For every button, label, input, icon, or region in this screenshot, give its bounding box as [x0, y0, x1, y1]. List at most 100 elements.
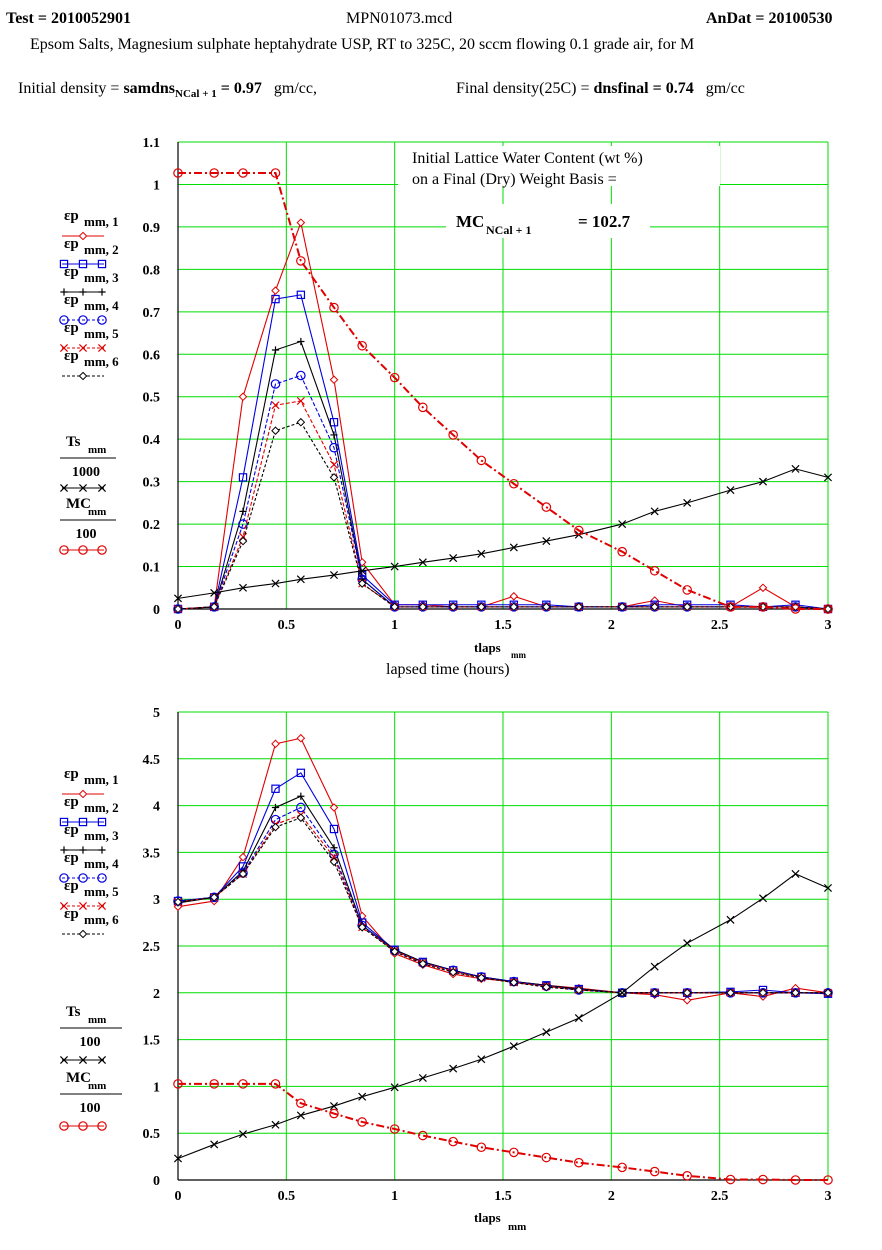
chart-1: 0 0.5 1 1.5 2 2.5 3 0 0.1 0.2 0.3 0.4 0.5 0.6 0.7 0.8 0.…	[143, 136, 833, 633]
chart2-series-8-point	[329, 1108, 339, 1119]
legend1-sample-marker	[59, 483, 69, 493]
chart1-series-7-point	[296, 575, 305, 584]
chart2-xtick-label: 1	[391, 1189, 398, 1204]
annotation-mc-sub: NCal + 1	[486, 223, 532, 237]
legend2-label: εp	[64, 906, 79, 922]
chart1-series-2-point	[271, 294, 280, 304]
chart1-series-6-point	[357, 579, 367, 588]
chart2-series-6-point	[448, 967, 458, 977]
chart1-series-7-point	[791, 464, 800, 473]
chart2-series-1-point	[238, 852, 248, 862]
chart1-series-4-point	[296, 370, 306, 381]
chart1-series-8-point	[509, 478, 519, 489]
chart1-series-8-point	[209, 168, 219, 178]
chart2-xtick-label: 2	[608, 1189, 615, 1204]
chart2-ytick-label: 4.5	[143, 753, 161, 768]
legend1-sub: mm, 6	[84, 354, 119, 369]
chart1-ytick-label: 0.3	[143, 476, 161, 491]
chart2-series-7-point	[791, 869, 800, 878]
legend2-sub: mm, 4	[84, 856, 119, 871]
legend2-sample-marker	[78, 789, 88, 799]
chart2-series-8-point	[758, 1174, 768, 1185]
legend1-sub: mm, 5	[84, 326, 119, 341]
chart2-ytick-label: 2.5	[143, 940, 161, 955]
legend1-sample-marker	[59, 315, 69, 325]
chart2-series-1-point	[682, 995, 692, 1005]
legend1-item: εp mm, 5	[59, 320, 119, 353]
legend2-sample-marker	[78, 901, 88, 911]
chart2-series-6-point	[271, 822, 280, 832]
chart2-xtick-label: 2.5	[711, 1189, 729, 1204]
annotation-mc-var: MC	[456, 212, 484, 231]
chart1-series-5-point	[296, 396, 305, 405]
chart2-series-6-point	[477, 973, 486, 983]
legend1-sub: mm	[88, 506, 106, 518]
chart2-series-8-point	[238, 1079, 248, 1089]
chart2-series-6-point	[357, 922, 367, 932]
chart1-series-4-point	[329, 442, 339, 453]
legend1-label: εp	[64, 292, 79, 308]
annotation-mc-value: = 102.7	[578, 212, 631, 231]
chart2-series-6-point	[574, 985, 584, 995]
chart1-series-6-point	[271, 426, 280, 435]
chart2-series-6-point	[682, 988, 692, 998]
chart2-series-7-point	[542, 1028, 551, 1037]
chart2-series-8-point	[418, 1130, 428, 1141]
legend1-denominator: 100	[76, 527, 97, 542]
chart1-ytick-label: 0.1	[143, 561, 161, 576]
chart2-xlabel-sub: mm	[508, 1221, 526, 1233]
chart1-xtick-label: 0.5	[278, 618, 296, 633]
chart2-series-5-point	[329, 853, 339, 862]
chart1-series-6-point	[418, 602, 428, 612]
chart2-series-8-point	[448, 1136, 458, 1147]
chart1-series-7-point	[650, 507, 659, 516]
chart2-series-8-point	[296, 1098, 306, 1109]
legend2-sub: mm, 5	[84, 884, 119, 899]
chart1-ytick-label: 0.5	[143, 391, 161, 406]
chart2-series-6-point	[726, 988, 735, 998]
legend2-sample-marker	[98, 846, 106, 854]
legend1-sample-marker	[59, 545, 69, 555]
chart1-series-7-point	[509, 543, 518, 552]
chart1-xtick-label: 1.5	[494, 618, 512, 633]
legend2-sample-marker	[97, 1121, 107, 1131]
legend2-sample-marker	[59, 1121, 69, 1131]
legend2-sample-marker	[78, 817, 88, 827]
legend2-sub: mm, 2	[84, 800, 119, 815]
analysis-date: AnDat = 20100530	[706, 10, 833, 27]
legend1-sub: mm, 1	[84, 214, 119, 229]
legend1-item: Ts mm 1000	[59, 434, 116, 493]
initial-density-label: Initial density =	[18, 80, 120, 97]
chart2-xlabel: tlaps	[474, 1210, 501, 1225]
initial-density-unit: gm/cc,	[273, 80, 317, 97]
chart1-ytick-label: 0.7	[143, 306, 161, 321]
legend2-sub: mm, 3	[84, 828, 119, 843]
legend2-sample-marker	[79, 846, 87, 854]
chart1-series-2-point	[296, 290, 306, 300]
chart1-series-8-point	[418, 402, 428, 413]
chart2-series-4-point	[296, 802, 306, 813]
chart1-series-8-point	[476, 455, 487, 466]
chart1-series-7-point	[271, 579, 280, 588]
chart2-ytick-label: 3	[153, 893, 160, 908]
chart2-series-7-point	[758, 894, 768, 903]
legend1-label: εp	[64, 320, 79, 336]
legend2-sample-marker	[78, 1121, 88, 1131]
chart1-ytick-label: 1.1	[143, 136, 161, 151]
legend2-sample-marker	[97, 873, 107, 883]
legend2-denominator: 100	[80, 1101, 101, 1116]
chart2-series-6-point	[758, 988, 768, 998]
chart1-series-7-point	[173, 594, 183, 603]
legend1-sample-marker	[59, 259, 69, 269]
annotation-bg	[398, 146, 720, 186]
chart1-series-6-point	[650, 602, 659, 612]
chart2-series-7-point	[210, 1140, 219, 1149]
chart2-series-7	[173, 869, 833, 1163]
legend1-sample-marker	[78, 483, 88, 493]
legend2-item: εp mm, 6	[62, 906, 119, 939]
legend1-sub: mm, 4	[84, 298, 119, 313]
chart1-series-6-point	[574, 602, 584, 612]
chart1-series-8-point	[357, 340, 367, 351]
chart1-series-1-point	[329, 375, 339, 385]
